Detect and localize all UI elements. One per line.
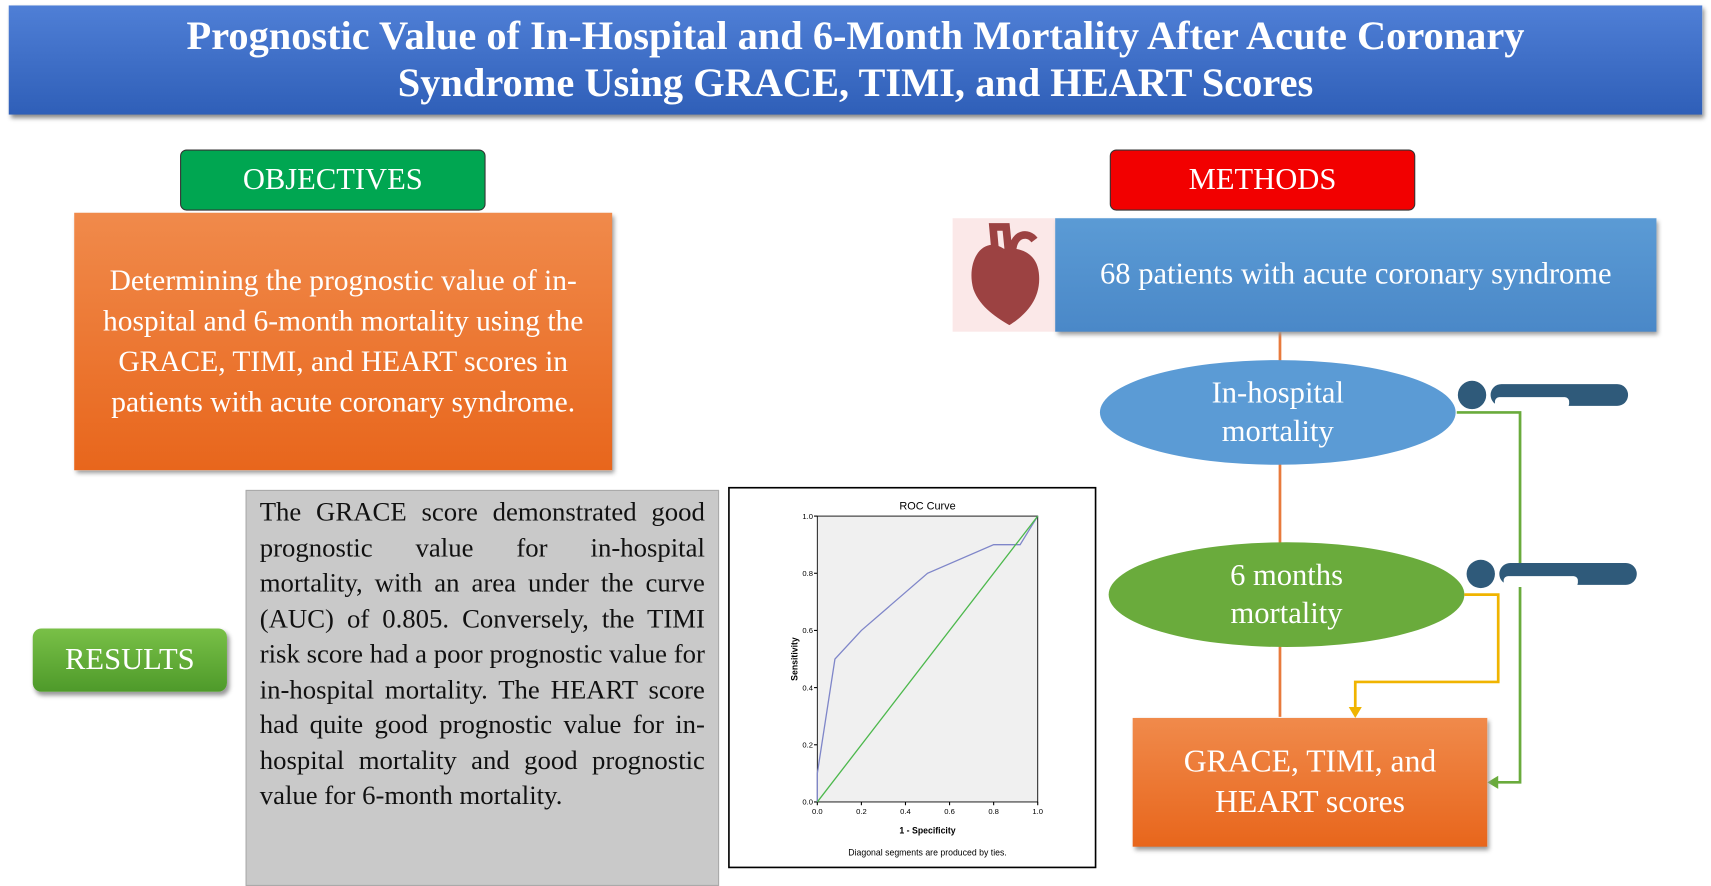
y-tick-label: 1.0: [802, 512, 813, 521]
roc-line: [816, 515, 1039, 803]
x-tick-label: 0.4: [900, 807, 911, 816]
patient-icon: [1466, 559, 1637, 589]
x-tick-label: 0.0: [812, 807, 823, 816]
section-label: OBJECTIVES: [180, 149, 486, 211]
roc-chart: ROC Curve 1 - Specificity Sensitivity Diago…: [790, 501, 1043, 858]
chart-title: ROC Curve: [899, 501, 955, 513]
patient-icon: [1457, 380, 1629, 410]
heart-vessels: [988, 223, 1038, 252]
heart-icon: [971, 244, 1040, 326]
outcome: 6 months mortality: [1230, 558, 1343, 631]
title: Prognostic Value of In-Hospital and 6-Mo…: [8, 5, 1703, 115]
y-tick-label: 0.8: [802, 569, 813, 578]
y-tick-label: 0.6: [802, 626, 813, 635]
section-label: RESULTS: [32, 628, 227, 692]
x-tick-label: 0.8: [988, 807, 999, 816]
patients: 68 patients with acute coronary syndrome: [1055, 218, 1657, 332]
arrow: [1353, 593, 1500, 712]
objectives-text: Determining the prognostic value of in-h…: [74, 212, 613, 471]
section-label: METHODS: [1109, 149, 1416, 211]
note: Diagonal segments are produced by ties.: [848, 847, 1006, 857]
x-tick-label: 0.2: [856, 807, 867, 816]
x-tick-label: 0.6: [944, 807, 955, 816]
x-tick-label: 1.0: [1032, 807, 1043, 816]
results-text: The GRACE score demonstrated good progno…: [245, 489, 720, 886]
x-axis-label: 1 - Specificity: [899, 826, 955, 836]
y-tick-label: 0.0: [802, 798, 813, 807]
scores: GRACE, TIMI, and HEART scores: [1132, 717, 1488, 847]
outcome-ellipse: [1108, 542, 1465, 648]
y-tick-label: 0.2: [802, 741, 813, 750]
y-tick-label: 0.4: [802, 683, 813, 692]
arrowhead: [1487, 775, 1499, 789]
arrow: [1456, 411, 1522, 784]
y-axis-label: Sensitivity: [790, 637, 800, 681]
outcome: In-hospital mortality: [1211, 376, 1344, 449]
arrowhead: [1348, 707, 1362, 718]
outcome-ellipse: [1099, 360, 1456, 465]
